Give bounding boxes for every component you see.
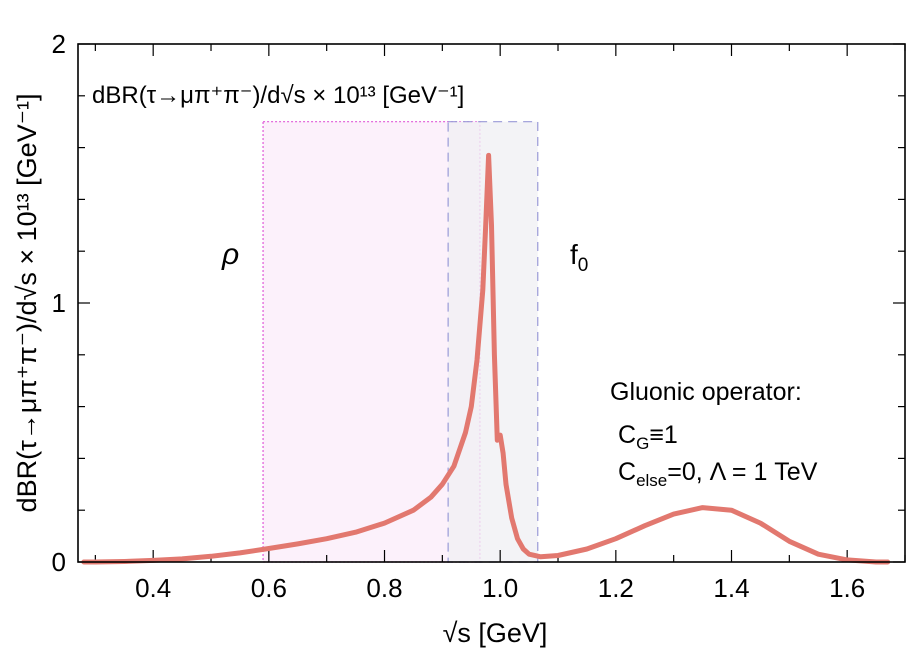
x-tick-label: 0.8 bbox=[366, 573, 402, 603]
f0-label: f0 bbox=[570, 239, 588, 276]
legend-line-3: Celse=0, Λ = 1 TeV bbox=[618, 458, 818, 490]
series-line bbox=[81, 152, 891, 565]
y-tick-label: 2 bbox=[52, 29, 66, 59]
legend-cg-main: C bbox=[618, 421, 636, 449]
x-tick-label: 1.6 bbox=[829, 573, 865, 603]
inplot-title: dBR(τ→μπ⁺π⁻)/d√s × 10¹³ [GeV⁻¹] bbox=[92, 82, 464, 109]
f0-subscript: 0 bbox=[578, 255, 589, 276]
legend-line-1: Gluonic operator: bbox=[610, 378, 802, 406]
x-tick-label: 1.0 bbox=[482, 573, 518, 603]
y-tick-label: 1 bbox=[52, 288, 66, 318]
f0-main: f bbox=[570, 239, 578, 270]
legend-cg-rest: ≡1 bbox=[649, 421, 678, 449]
x-axis-label: √s [GeV] bbox=[443, 618, 548, 648]
rho-label: ρ bbox=[221, 238, 239, 271]
legend-line-2: CG≡1 bbox=[618, 421, 678, 453]
y-axis-label: dBR(τ→μπ⁺π⁻)/d√s × 10¹³ [GeV⁻¹] bbox=[12, 94, 42, 513]
legend-celse-sub: else bbox=[636, 471, 667, 490]
legend-cg-sub: G bbox=[636, 434, 649, 453]
x-tick-label: 1.2 bbox=[598, 573, 634, 603]
legend-celse-main: C bbox=[618, 458, 636, 486]
labels-layer: 0.4 0.6 0.8 1.0 1.2 1.4 1.6 0 1 2 bbox=[52, 29, 866, 603]
rho-region bbox=[262, 121, 481, 563]
plot-frame bbox=[77, 43, 906, 563]
y-tick-label: 0 bbox=[52, 547, 66, 577]
series-layer bbox=[81, 152, 891, 565]
x-tick-label: 1.4 bbox=[713, 573, 749, 603]
legend-celse-rest: =0, Λ = 1 TeV bbox=[667, 458, 817, 486]
x-tick-label: 0.4 bbox=[135, 573, 171, 603]
x-tick-label: 0.6 bbox=[251, 573, 287, 603]
